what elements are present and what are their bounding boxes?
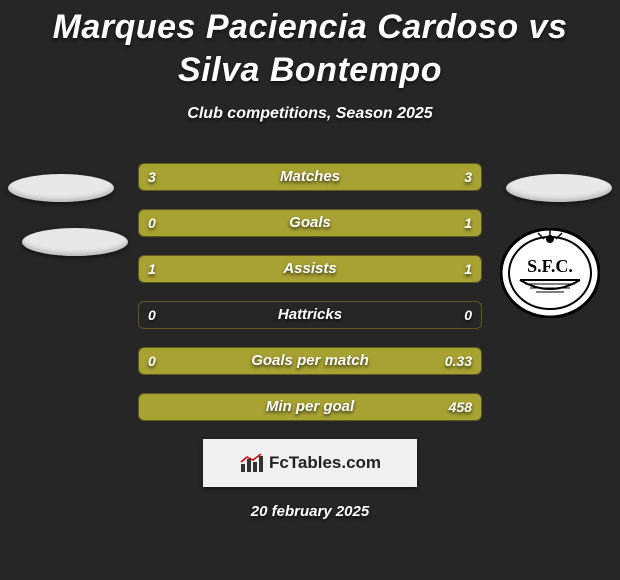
stat-value-right: 3 bbox=[464, 163, 472, 191]
stat-value-left: 0 bbox=[148, 301, 156, 329]
fctables-label: FcTables.com bbox=[269, 453, 381, 473]
stat-fill-right bbox=[139, 210, 481, 236]
stat-track bbox=[138, 301, 482, 329]
stat-value-left: 3 bbox=[148, 163, 156, 191]
stat-fill-left bbox=[139, 256, 310, 282]
stat-value-right: 1 bbox=[464, 255, 472, 283]
stat-value-right: 1 bbox=[464, 209, 472, 237]
stat-value-right: 458 bbox=[449, 393, 472, 421]
stat-fill-right bbox=[139, 394, 481, 420]
placeholder-ellipse bbox=[8, 174, 114, 202]
stat-fill-right bbox=[139, 348, 481, 374]
date-label: 20 february 2025 bbox=[0, 503, 620, 520]
stat-track bbox=[138, 209, 482, 237]
stat-value-right: 0.33 bbox=[445, 347, 472, 375]
placeholder-ellipse bbox=[22, 228, 128, 256]
fctables-attribution: FcTables.com bbox=[203, 439, 417, 487]
stat-track bbox=[138, 393, 482, 421]
comparison-title: Marques Paciencia Cardoso vs Silva Bonte… bbox=[0, 0, 620, 91]
stat-fill-left bbox=[139, 164, 310, 190]
placeholder-ellipse bbox=[506, 174, 612, 202]
stat-track bbox=[138, 255, 482, 283]
stat-fill-right bbox=[310, 164, 481, 190]
stat-row: Goals per match00.33 bbox=[0, 347, 620, 375]
stat-fill-right bbox=[310, 256, 481, 282]
stat-row: Min per goal458 bbox=[0, 393, 620, 421]
chart-icon bbox=[239, 452, 265, 474]
comparison-subtitle: Club competitions, Season 2025 bbox=[0, 105, 620, 123]
club-badge-right: S.F.C. bbox=[500, 228, 600, 318]
stat-value-left: 1 bbox=[148, 255, 156, 283]
svg-text:S.F.C.: S.F.C. bbox=[527, 256, 573, 276]
stat-value-right: 0 bbox=[464, 301, 472, 329]
stat-track bbox=[138, 347, 482, 375]
stat-value-left: 0 bbox=[148, 209, 156, 237]
stat-value-left: 0 bbox=[148, 347, 156, 375]
stat-track bbox=[138, 163, 482, 191]
